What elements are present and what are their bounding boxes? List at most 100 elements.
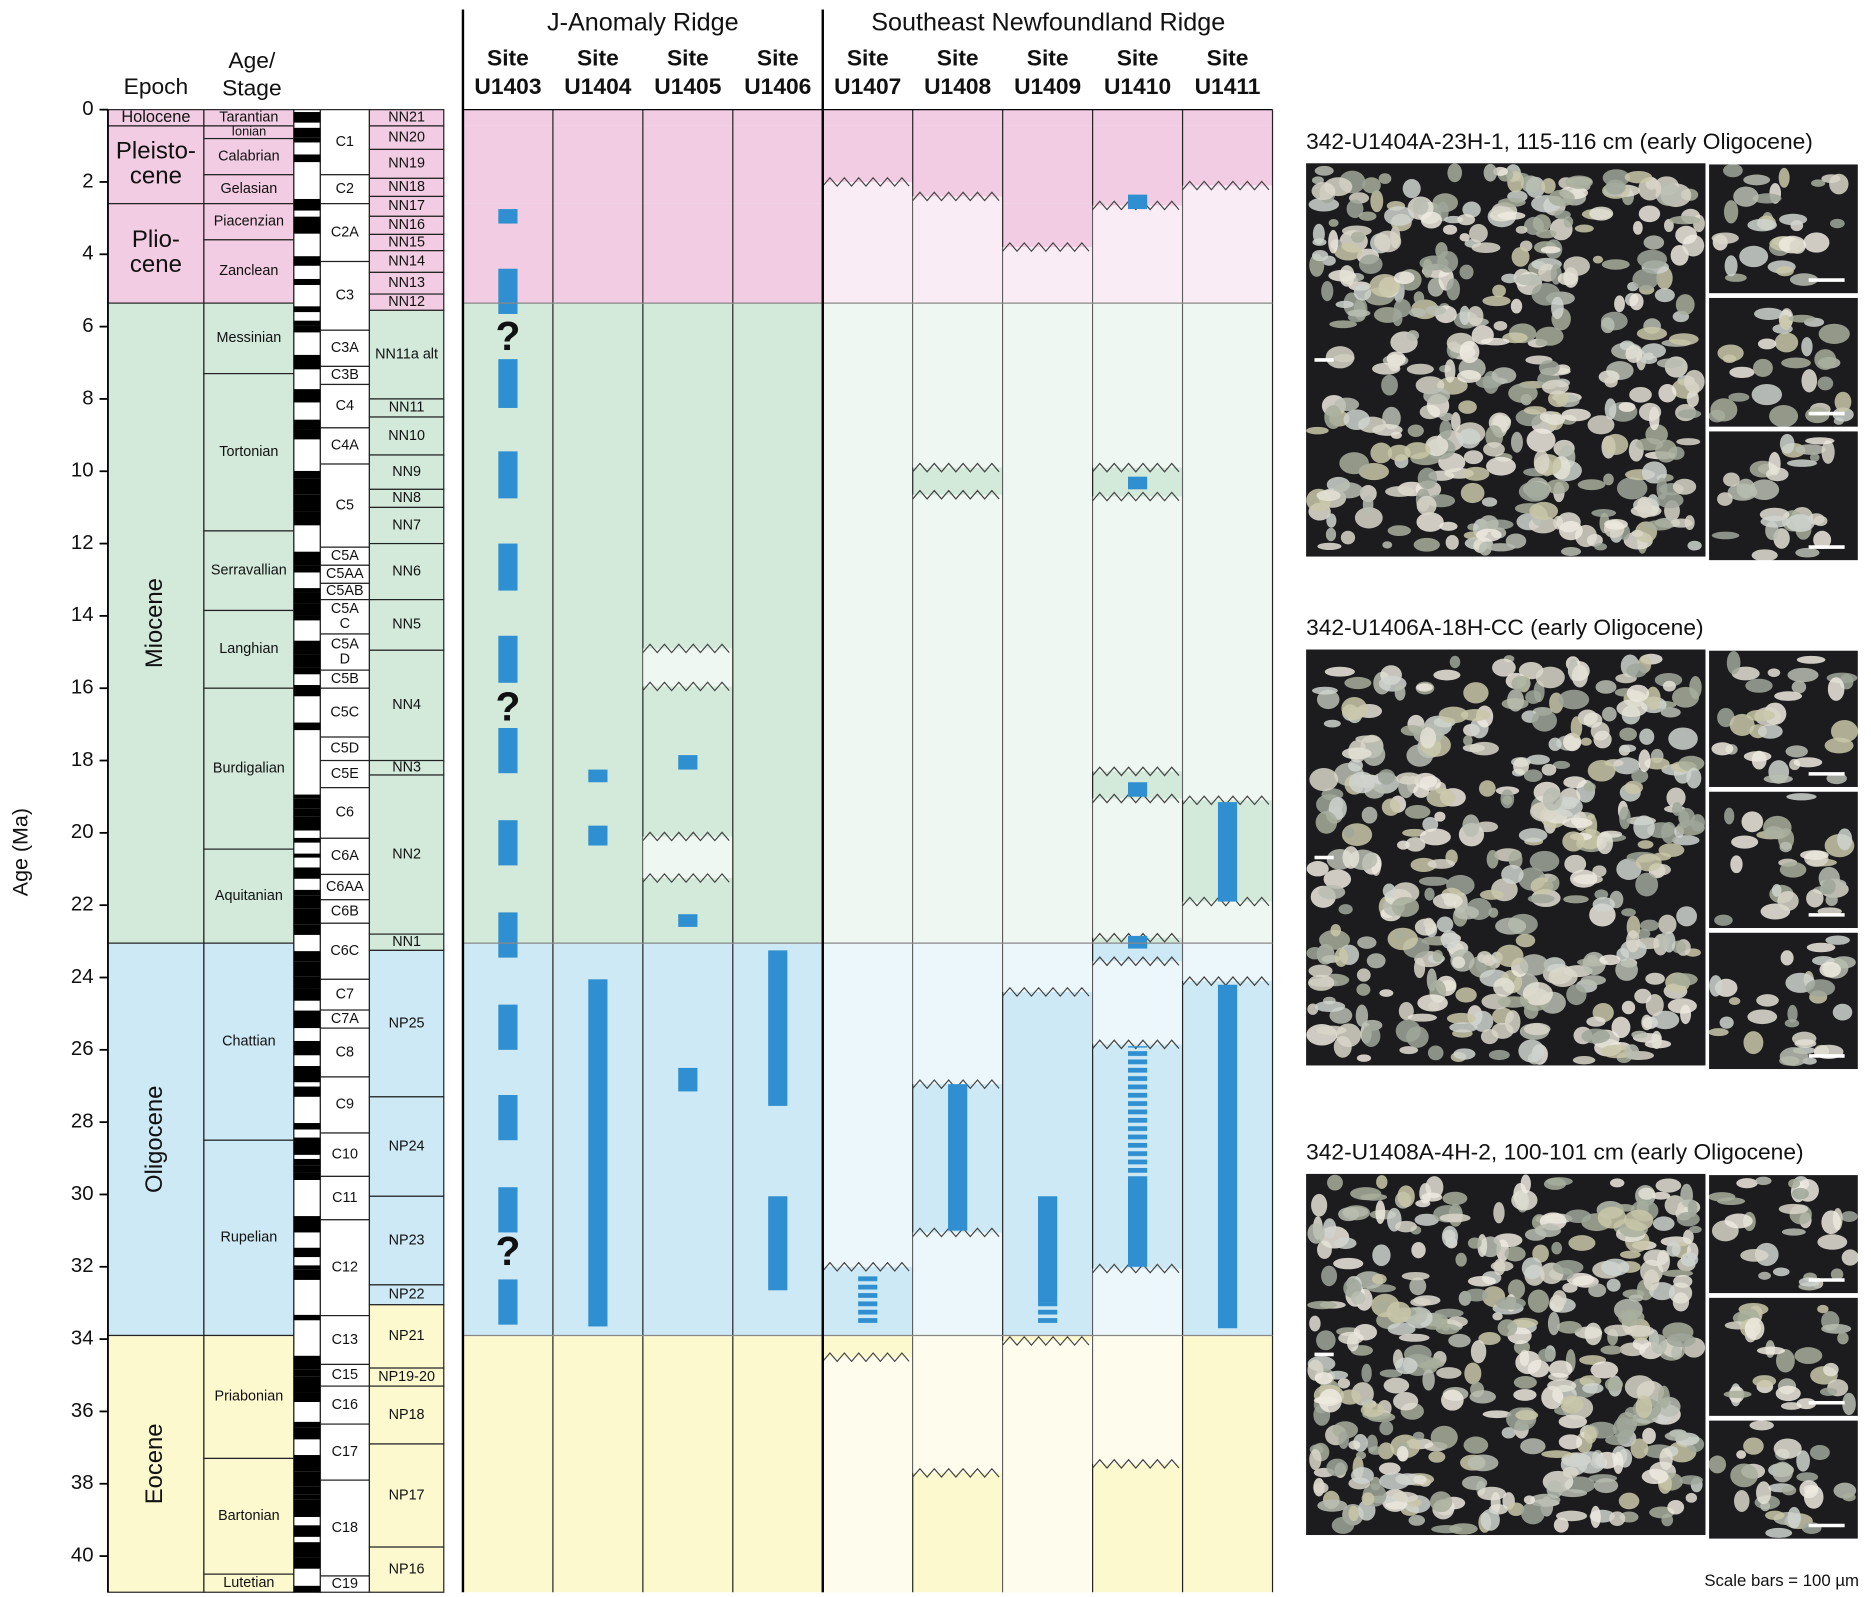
grain: [1518, 1039, 1545, 1063]
grain: [1355, 735, 1380, 743]
grain: [1842, 1493, 1856, 1502]
grain: [1481, 497, 1498, 507]
chrons-label: C6A: [331, 848, 359, 864]
grain: [1597, 1206, 1627, 1229]
grain: [1794, 1039, 1817, 1048]
y-tick-label: 36: [71, 1400, 94, 1422]
zones-box: [368, 454, 445, 490]
ird-bar: [948, 1084, 968, 1231]
hiatus-base: [1092, 1458, 1180, 1469]
hiatus: [1092, 961, 1183, 1045]
ird-bar: [1127, 1176, 1148, 1267]
grain: [1670, 518, 1693, 528]
grain: [1534, 1223, 1561, 1238]
grain: [1361, 806, 1378, 824]
stages-label: Tarantian: [219, 110, 278, 126]
epochs-label: cene: [130, 251, 182, 278]
grain: [1511, 675, 1531, 692]
polarity-band: [293, 1427, 321, 1440]
grain: [1664, 1431, 1690, 1441]
grain: [1529, 850, 1560, 872]
grain: [1747, 1009, 1778, 1025]
grain: [1483, 442, 1505, 457]
zones-label: NP23: [389, 1232, 425, 1248]
site-name: U1410: [1104, 73, 1171, 99]
grain: [1441, 1389, 1464, 1411]
polarity-band: [293, 961, 321, 977]
grain: [1348, 759, 1364, 772]
grain: [1644, 757, 1670, 770]
grain: [1588, 1283, 1607, 1298]
hiatus-top: [1092, 956, 1180, 967]
grain: [1507, 689, 1525, 712]
grain: [1356, 983, 1371, 996]
grain: [1455, 1252, 1467, 1267]
grain: [1458, 400, 1477, 414]
grain: [1556, 1320, 1582, 1334]
grain: [1391, 1491, 1418, 1503]
grain: [1350, 1291, 1366, 1305]
grain: [1581, 1028, 1611, 1044]
grain: [1460, 709, 1491, 721]
grain: [1687, 1199, 1698, 1217]
polarity-band: [293, 722, 321, 731]
grain: [1423, 387, 1451, 405]
grain: [1479, 889, 1504, 900]
grain: [1416, 683, 1433, 692]
ird-bar: [498, 727, 518, 774]
site-name: U1405: [654, 73, 721, 99]
grain: [1765, 1527, 1793, 1538]
grain: [1408, 307, 1426, 318]
grain: [1784, 1019, 1800, 1028]
grain: [1652, 1216, 1675, 1231]
y-axis-label: Age (Ma): [8, 808, 32, 896]
grain: [1474, 821, 1499, 833]
grain: [1460, 482, 1485, 504]
grain: [1412, 197, 1429, 215]
grain: [1382, 883, 1396, 898]
grain: [1743, 174, 1771, 186]
grain: [1513, 757, 1529, 775]
grain: [1505, 533, 1527, 549]
grain: [1564, 854, 1587, 874]
grain: [1728, 997, 1741, 1005]
stages-box: [203, 530, 295, 612]
polarity-band: [293, 1355, 321, 1370]
polarity-band: [293, 615, 321, 621]
grain: [1779, 433, 1795, 454]
grain: [1501, 1427, 1516, 1439]
polarity-band: [293, 1269, 321, 1280]
grain: [1467, 1275, 1496, 1287]
y-tick-label: 22: [71, 894, 94, 916]
grain: [1504, 1246, 1526, 1262]
photo: [1707, 1419, 1860, 1540]
grain: [1791, 1187, 1809, 1200]
grain: [1786, 459, 1818, 467]
grain: [1796, 1472, 1819, 1482]
grain: [1821, 1210, 1842, 1235]
grain: [1616, 699, 1648, 718]
grain: [1469, 741, 1499, 756]
polarity-band: [293, 685, 321, 697]
grain: [1357, 936, 1377, 949]
grain: [1384, 206, 1415, 226]
zones-label: NN11a alt: [375, 346, 438, 362]
ird-bar: [498, 209, 518, 224]
grain: [1358, 254, 1383, 275]
grain: [1711, 232, 1739, 244]
polarity-band: [293, 794, 321, 799]
zones-label: NN8: [392, 490, 421, 506]
grain: [1341, 225, 1372, 237]
grain: [1678, 755, 1705, 772]
grain: [1626, 684, 1650, 702]
grain: [1432, 893, 1463, 910]
grain: [1604, 518, 1628, 530]
grain: [1614, 295, 1625, 313]
chrons-box: [319, 1315, 371, 1366]
grain: [1324, 405, 1343, 429]
grain: [1361, 1363, 1372, 1383]
grain: [1480, 1508, 1500, 1531]
grain: [1546, 1480, 1563, 1499]
grain: [1640, 919, 1659, 932]
grain: [1548, 1360, 1573, 1378]
